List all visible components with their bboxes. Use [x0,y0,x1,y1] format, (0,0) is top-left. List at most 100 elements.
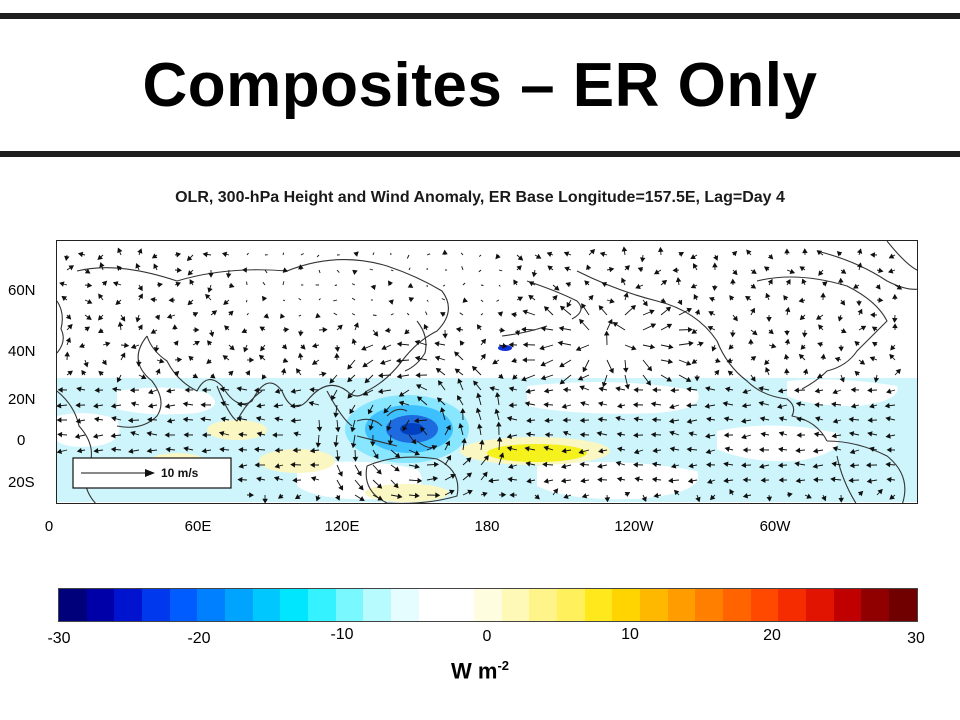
wind-vector-head [777,388,784,394]
lat-label-20s: 20S [8,474,35,491]
wind-vector-head [586,264,592,270]
wind-vector-head [282,357,289,363]
wind-vector-head [742,447,748,453]
wind-vector-head [236,386,242,392]
wind-vector-head [110,403,117,409]
wind-vector-head [854,341,860,347]
wind-vector-head [566,301,572,308]
wind-vector-head [482,471,488,478]
wind-vector-head [705,462,711,468]
colorbar-segment [308,589,336,621]
wind-vector-head [856,248,863,254]
wind-vector-head [115,299,121,306]
wind-vector-head [776,403,783,410]
wind-vector-head [849,448,856,455]
wind-vector-head [866,462,871,468]
wind-vector [351,283,356,286]
wind-vector-head [362,362,368,368]
wind-vector-head [646,365,653,372]
colorbar-tick-neg20: -20 [187,630,211,647]
wind-vector-head [665,306,672,312]
wind-vector-head [498,373,504,379]
wind-vector-head [57,387,63,393]
wind-vector-head [445,440,451,447]
wind-vector-head [777,462,783,469]
wind-vector-head [784,338,791,344]
wind-vector-head [540,375,547,381]
wind-vector-head [708,296,715,302]
wind-vector-head [784,368,790,374]
wind-vector [282,299,286,302]
wind-vector-head [496,421,502,427]
wind-vector-head [657,246,664,253]
wind-vector-head [850,403,857,409]
wind-vector-head [205,293,211,300]
wind-vector-head [616,476,623,483]
wind-vector-head [413,417,419,424]
wind-vector-head [784,306,791,313]
wind-vector-head [457,395,462,401]
wind-vector-head [621,246,628,252]
wind-vector-head [111,386,118,393]
wind-vector-head [75,402,81,408]
wind-vector-head [75,418,81,424]
wind-vector-head [241,328,248,334]
wind-vector-head [603,330,610,336]
wind-vector-head [120,352,126,358]
wind-vector-head [708,311,714,317]
wind-vector-head [370,284,376,291]
wind-vector-head [750,356,757,362]
wind-vector-head [440,312,446,317]
wind-vector-head [597,401,604,407]
wind-vector-head [376,469,382,475]
wind-vector-head [256,402,262,409]
wind-vector-head [321,371,327,377]
wind-vector-head [67,323,73,330]
wind-vector-head [120,316,126,322]
wind-vector-head [207,340,213,346]
wind-vector-head [368,425,374,431]
wind-vector-head [480,353,486,360]
wind-vector-head [98,293,104,300]
wind-vector-head [206,358,212,364]
wind-vector-head [188,355,194,362]
wind-vector-head [723,477,729,484]
wind-vector-head [768,328,774,335]
map-panel: 10 m/s [56,240,918,504]
wind-vector-head [315,495,321,502]
colorbar-segment [169,589,198,621]
wind-vector-head [675,277,682,283]
wind-vector-head [565,282,571,288]
wind-vector-head [581,493,588,499]
wind-vector-head [259,326,265,332]
wind-vector-head [225,273,232,279]
wind-vector-head [127,417,134,424]
wind-vector-head [166,313,173,319]
wind-vector-head [511,357,517,364]
wind-vector-head [522,341,528,348]
wind-vector-head [254,462,260,468]
wind-vector-head [280,368,287,374]
colorbar-segment [446,589,475,621]
wind-vector-head [182,416,188,423]
lat-label-20n: 20N [8,391,36,408]
wind-vector-head [886,476,892,483]
wind-vector-head [84,268,91,274]
wind-vector-head [650,431,656,438]
wind-vector-head [147,389,154,395]
wind-vector-head [223,299,229,305]
wind-vector-head [821,281,828,287]
colorbar-tick-20: 20 [763,627,781,644]
wind-vector-head [495,391,501,398]
wind-vector-head [373,453,379,460]
wind-vector-head [494,408,500,414]
wind-vector-head [704,386,711,392]
wind-vector-head [525,431,531,438]
wind-vector-head [394,466,400,472]
wind-vector-head [813,431,819,438]
wind-vector-head [535,253,542,259]
wind-vector-head [74,433,81,439]
wind-vector-head [729,488,735,495]
wind-vector-head [482,491,488,497]
wind-vector-head [816,373,823,379]
